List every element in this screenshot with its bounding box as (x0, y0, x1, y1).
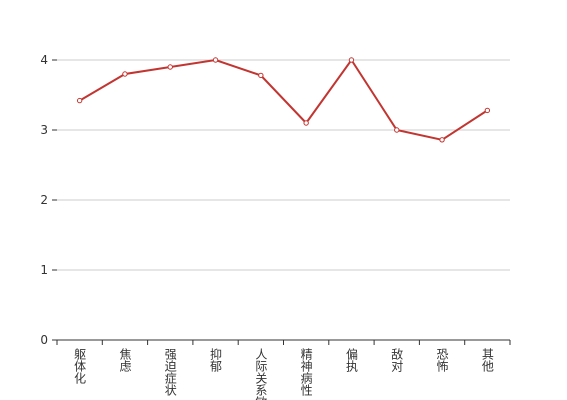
point (439, 137, 445, 143)
x-tick-label: 躯体化 (73, 347, 87, 385)
y-tick-label: 1 (40, 263, 48, 277)
x-tick-label: 偏执 (344, 347, 358, 373)
point (258, 72, 264, 79)
x-tick-label: 人际关系敏感 (254, 348, 268, 400)
line (79, 58, 488, 141)
x-tick-label: 焦虑 (118, 348, 132, 372)
point (122, 71, 128, 77)
point (76, 97, 83, 104)
y-tick-label: 0 (40, 333, 48, 347)
x-tick-label: 强迫症状 (163, 348, 177, 396)
y-tick-label: 4 (40, 53, 48, 67)
y-tick-label: 3 (40, 123, 48, 137)
y-tick-label: 2 (40, 193, 48, 207)
point (348, 57, 355, 63)
point (394, 127, 400, 133)
x-tick-label: 恐怖 (435, 348, 449, 372)
point (212, 57, 219, 63)
x-tick-label: 精神病性 (299, 348, 313, 397)
x-tick-label: 其他 (480, 348, 494, 372)
x-tick-label: 敌对 (390, 347, 404, 372)
point (167, 64, 173, 70)
point (484, 107, 491, 114)
point (303, 120, 309, 126)
x-tick-label: 抑郁 (209, 347, 223, 373)
